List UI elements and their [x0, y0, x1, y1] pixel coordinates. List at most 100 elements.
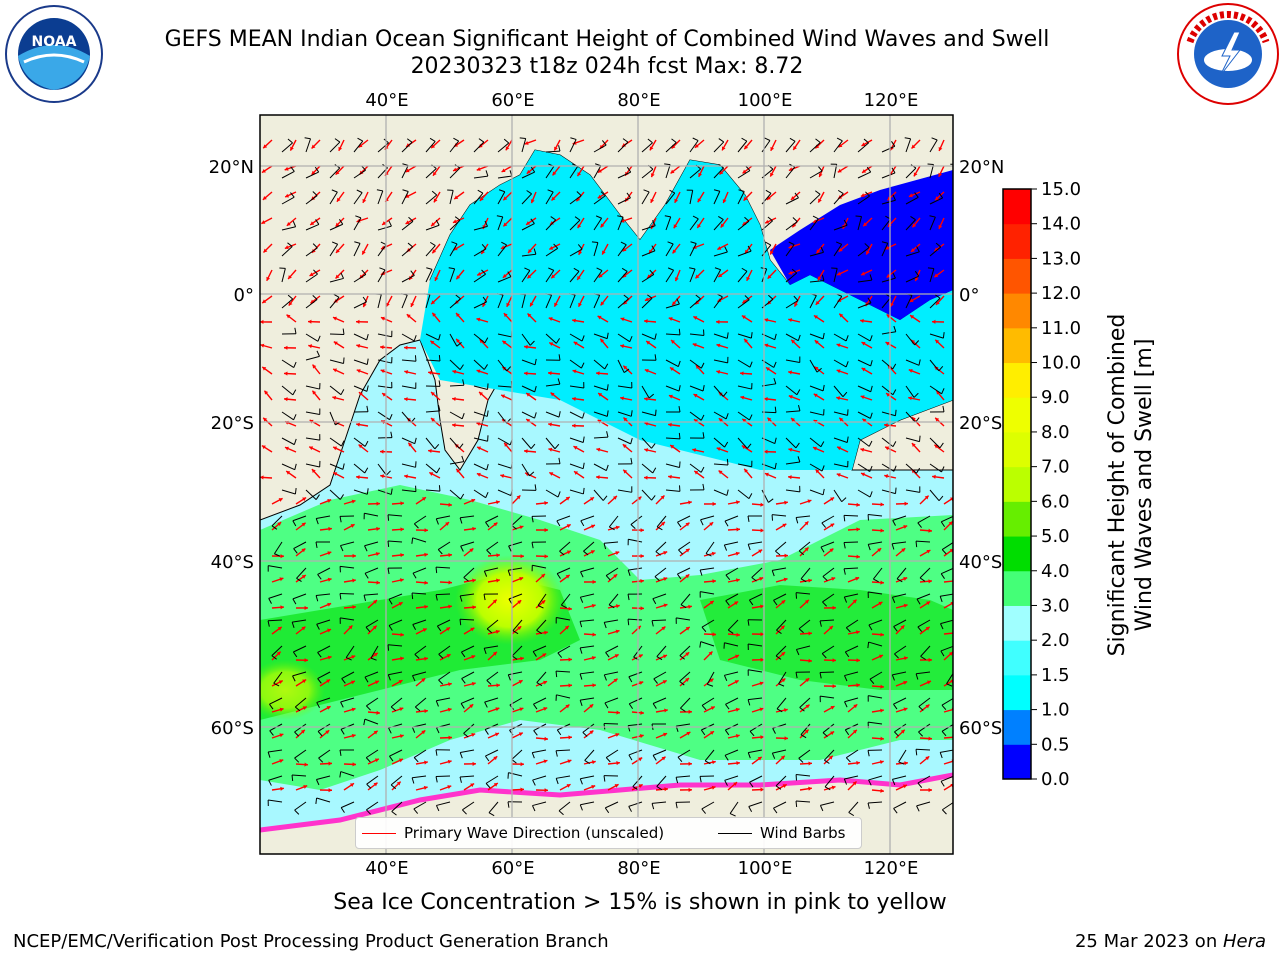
- wave-arrow-head: [524, 449, 528, 454]
- wave-arrow-head: [302, 497, 307, 502]
- wave-arrow-head: [926, 549, 931, 554]
- wind-barb-flag: [869, 465, 873, 472]
- wave-arrow-head: [818, 198, 822, 203]
- wind-barb: [401, 437, 416, 445]
- colorbar-segment: [1003, 674, 1031, 711]
- wave-arrow-head: [668, 394, 673, 399]
- wave-arrow-head: [597, 315, 602, 320]
- wind-barb: [353, 489, 368, 495]
- wave-arrow-head: [591, 656, 596, 661]
- wind-barb-flag: [601, 140, 607, 146]
- wind-barb-flag: [579, 804, 583, 811]
- wind-barb-flag: [317, 574, 322, 580]
- wind-barb-flag: [460, 545, 464, 552]
- wave-arrow-head: [764, 449, 768, 454]
- wind-barb-flag: [750, 332, 753, 339]
- wave-arrow-head: [814, 340, 819, 345]
- wind-barb: [679, 645, 691, 657]
- wave-arrow-head: [530, 199, 535, 204]
- wind-barb-flag: [789, 137, 796, 142]
- wave-arrow-head: [396, 781, 401, 786]
- wave-arrow-head: [327, 602, 332, 607]
- wind-barb-flag: [891, 779, 896, 786]
- wave-arrow-head: [638, 757, 643, 762]
- lon-tick-bottom: 80°E: [617, 858, 660, 879]
- wind-barb: [305, 463, 320, 468]
- wave-arrow-head: [781, 652, 786, 656]
- wind-barb-flag: [656, 526, 663, 531]
- wind-barb: [954, 271, 963, 282]
- wave-arrow-head: [878, 601, 883, 606]
- wind-barb: [905, 463, 917, 474]
- wave-arrow-head: [476, 369, 481, 374]
- wave-arrow-head: [279, 707, 284, 712]
- wave-arrow-head: [577, 224, 582, 229]
- colorbar-segment: [1003, 293, 1031, 329]
- wave-arrow-head: [808, 658, 812, 663]
- wind-barb-flag: [843, 568, 846, 575]
- wind-barb: [785, 461, 800, 465]
- wind-barb-flag: [917, 522, 922, 528]
- wind-barb: [905, 437, 920, 443]
- wave-arrow-head: [380, 316, 385, 321]
- lon-tick-bottom: 100°E: [738, 858, 793, 879]
- wind-barb: [521, 253, 536, 257]
- wave-arrow-head: [573, 446, 578, 450]
- wind-barb: [737, 191, 745, 205]
- wave-arrow-head: [279, 759, 284, 763]
- wind-barb: [497, 333, 512, 338]
- wind-barb: [317, 567, 331, 575]
- wave-arrow-head: [640, 710, 644, 715]
- wind-barb-flag: [664, 163, 671, 166]
- wind-barb-flag: [524, 267, 531, 271]
- wind-barb: [705, 541, 715, 554]
- wind-barb: [329, 243, 339, 257]
- wave-arrow-head: [352, 578, 356, 583]
- wind-barb: [485, 775, 499, 784]
- wind-barb: [296, 567, 307, 579]
- wind-barb-flag: [776, 708, 783, 713]
- wind-barb: [894, 645, 907, 655]
- wave-arrow-head: [373, 730, 378, 735]
- wind-barb-flag: [774, 462, 777, 469]
- wind-barb: [729, 801, 739, 814]
- wave-arrow-head: [279, 733, 284, 738]
- wave-arrow-head: [815, 469, 820, 474]
- wave-arrow-head: [566, 550, 571, 555]
- wind-barb-flag: [626, 192, 631, 199]
- wind-barb-flag: [461, 678, 466, 684]
- wave-arrow-head: [856, 502, 860, 507]
- wave-arrow-head: [493, 522, 498, 527]
- wind-barb: [449, 167, 461, 179]
- wave-arrow-head: [735, 654, 739, 659]
- wave-arrow-head: [880, 736, 884, 741]
- wind-barb-flag: [273, 682, 280, 687]
- wind-barb: [294, 801, 307, 811]
- wave-arrow-head: [600, 223, 605, 228]
- wind-barb: [676, 723, 691, 727]
- wave-arrow-head: [660, 521, 665, 526]
- wave-arrow-head: [544, 736, 548, 741]
- wind-barb: [929, 385, 942, 395]
- wind-barb: [822, 593, 835, 603]
- wind-barb-flag: [747, 619, 750, 626]
- wind-barb-flag: [364, 440, 369, 447]
- wind-barb-flag: [461, 412, 465, 419]
- wind-barb-flag: [570, 137, 577, 140]
- wind-barb-flag: [554, 443, 560, 450]
- wind-barb-flag: [701, 626, 707, 633]
- wind-barb-flag: [459, 776, 462, 783]
- wave-arrow-head: [286, 221, 291, 226]
- wind-barb: [617, 437, 631, 445]
- wind-barb-flag: [486, 680, 492, 685]
- wind-barb: [641, 297, 653, 309]
- wave-arrow-head: [470, 783, 475, 788]
- wind-barb-flag: [317, 652, 322, 658]
- wave-arrow-head: [685, 626, 690, 631]
- wind-barb-flag: [678, 406, 681, 413]
- wind-barb: [617, 216, 624, 231]
- wind-barb-flag: [651, 495, 656, 501]
- wind-barb-flag: [534, 484, 537, 491]
- wave-arrow-head: [712, 632, 716, 637]
- wave-arrow-head: [288, 275, 292, 280]
